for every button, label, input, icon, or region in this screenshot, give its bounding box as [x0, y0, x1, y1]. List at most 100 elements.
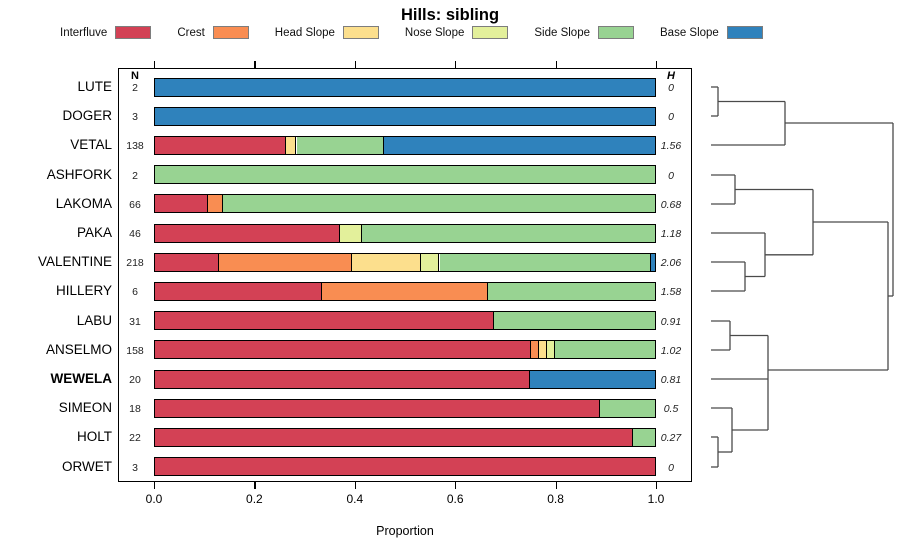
- bar-segment-side-slope: [555, 341, 655, 359]
- axis-tick-top: [555, 61, 557, 68]
- n-value: 18: [129, 403, 141, 416]
- bar-segment-interfluve: [155, 399, 600, 417]
- stacked-bar: [154, 457, 656, 477]
- stacked-bar: [154, 281, 656, 301]
- axis-tick-bottom: [154, 482, 156, 489]
- legend-item-5: Base Slope: [660, 26, 763, 39]
- n-column-header: N: [131, 70, 139, 82]
- category-label-holt: HOLT: [76, 429, 112, 445]
- axis-tick-top: [656, 61, 658, 68]
- h-value: 0.68: [660, 198, 682, 211]
- bar-segment-side-slope: [599, 399, 655, 417]
- bar-segment-side-slope: [493, 312, 655, 330]
- h-value: 0: [668, 169, 674, 182]
- bar-segment-base-slope: [383, 136, 655, 154]
- axis-tick-label: 0.2: [246, 492, 263, 506]
- stacked-bar: [154, 77, 656, 97]
- legend-swatch-icon: [598, 26, 634, 39]
- h-value: 1.56: [660, 140, 682, 153]
- h-value: 0: [668, 111, 674, 124]
- legend-label: Nose Slope: [404, 26, 465, 39]
- legend-item-0: Interfluve: [60, 26, 152, 39]
- bar-segment-side-slope: [439, 253, 651, 271]
- x-axis-title: Proportion: [376, 524, 434, 538]
- bar-segment-head-slope: [285, 136, 297, 154]
- axis-tick-label: 1.0: [647, 492, 665, 506]
- stacked-bar: [154, 398, 656, 418]
- h-value: 1.58: [660, 286, 682, 299]
- category-label-labu: LABU: [76, 312, 112, 328]
- n-value: 20: [129, 374, 141, 386]
- legend-swatch-icon: [212, 26, 249, 39]
- bar-segment-interfluve: [155, 341, 531, 359]
- bar-segment-interfluve: [155, 458, 655, 476]
- n-value: 138: [126, 140, 144, 153]
- bar-segment-base-slope: [530, 370, 655, 388]
- bar-segment-head-slope: [352, 253, 421, 271]
- legend: Interfluve Crest Head Slope Nose Slope Side …: [60, 26, 763, 39]
- category-label-lute: LUTE: [77, 79, 112, 94]
- category-label-doger: DOGER: [62, 108, 112, 124]
- legend-item-4: Side Slope: [534, 26, 634, 39]
- stacked-bar: [154, 106, 656, 126]
- bar-segment-base-slope: [155, 78, 655, 96]
- h-value: 0.91: [660, 315, 682, 328]
- legend-item-3: Nose Slope: [404, 26, 509, 39]
- chart-title: Hills: sibling: [400, 6, 500, 24]
- stacked-bar: [154, 194, 656, 214]
- n-value: 2: [132, 82, 138, 94]
- h-value: 1.02: [660, 344, 682, 357]
- stacked-bar: [154, 252, 656, 272]
- bar-segment-side-slope: [296, 136, 384, 154]
- category-label-paka: PAKA: [76, 225, 112, 240]
- h-value: 0: [668, 82, 674, 94]
- h-value: 0.27: [660, 432, 682, 445]
- bar-segment-side-slope: [488, 282, 655, 300]
- stacked-bar: [154, 223, 656, 243]
- bar-segment-nose-slope: [340, 224, 362, 242]
- bar-segment-base-slope: [155, 107, 655, 125]
- h-value: 1.18: [660, 228, 682, 240]
- axis-tick-bottom: [254, 482, 256, 489]
- n-value: 218: [126, 257, 144, 270]
- legend-label: Head Slope: [274, 26, 335, 39]
- n-value: 158: [126, 344, 144, 357]
- bar-segment-interfluve: [155, 282, 322, 300]
- legend-swatch-icon: [726, 26, 763, 39]
- legend-label: Base Slope: [660, 26, 719, 39]
- bar-segment-interfluve: [155, 312, 494, 330]
- n-value: 66: [129, 198, 141, 211]
- bar-segment-crest: [321, 282, 488, 300]
- h-value: 0.81: [660, 374, 682, 386]
- bar-segment-nose-slope: [547, 341, 555, 359]
- legend-swatch-icon: [342, 26, 379, 39]
- axis-tick-bottom: [354, 482, 356, 489]
- category-label-anselmo: ANSELMO: [45, 341, 112, 357]
- stacked-bar: [154, 427, 656, 447]
- h-value: 0: [668, 461, 674, 474]
- legend-item-2: Head Slope: [275, 26, 379, 39]
- legend-label: Crest: [177, 26, 205, 39]
- stacked-bar: [154, 369, 656, 389]
- axis-tick-label: 0.4: [346, 492, 364, 506]
- bar-segment-side-slope: [155, 166, 655, 184]
- legend-swatch-icon: [115, 26, 152, 39]
- bar-segment-interfluve: [155, 253, 219, 271]
- bar-segment-interfluve: [155, 370, 530, 388]
- bar-segment-interfluve: [155, 224, 340, 242]
- bar-segment-side-slope: [223, 195, 655, 213]
- bar-segment-side-slope: [632, 428, 655, 446]
- bar-segment-crest: [208, 195, 223, 213]
- legend-label: Side Slope: [534, 26, 590, 39]
- axis-tick-label: 0.0: [145, 492, 163, 506]
- axis-tick-top: [254, 61, 256, 68]
- axis-tick-label: 0.8: [547, 492, 564, 506]
- n-value: 2: [132, 169, 138, 182]
- bar-segment-side-slope: [361, 224, 655, 242]
- stacked-bar: [154, 165, 656, 185]
- axis-tick-label: 0.6: [446, 492, 464, 506]
- category-label-orwet: ORWET: [62, 458, 112, 474]
- bar-segment-crest: [531, 341, 539, 359]
